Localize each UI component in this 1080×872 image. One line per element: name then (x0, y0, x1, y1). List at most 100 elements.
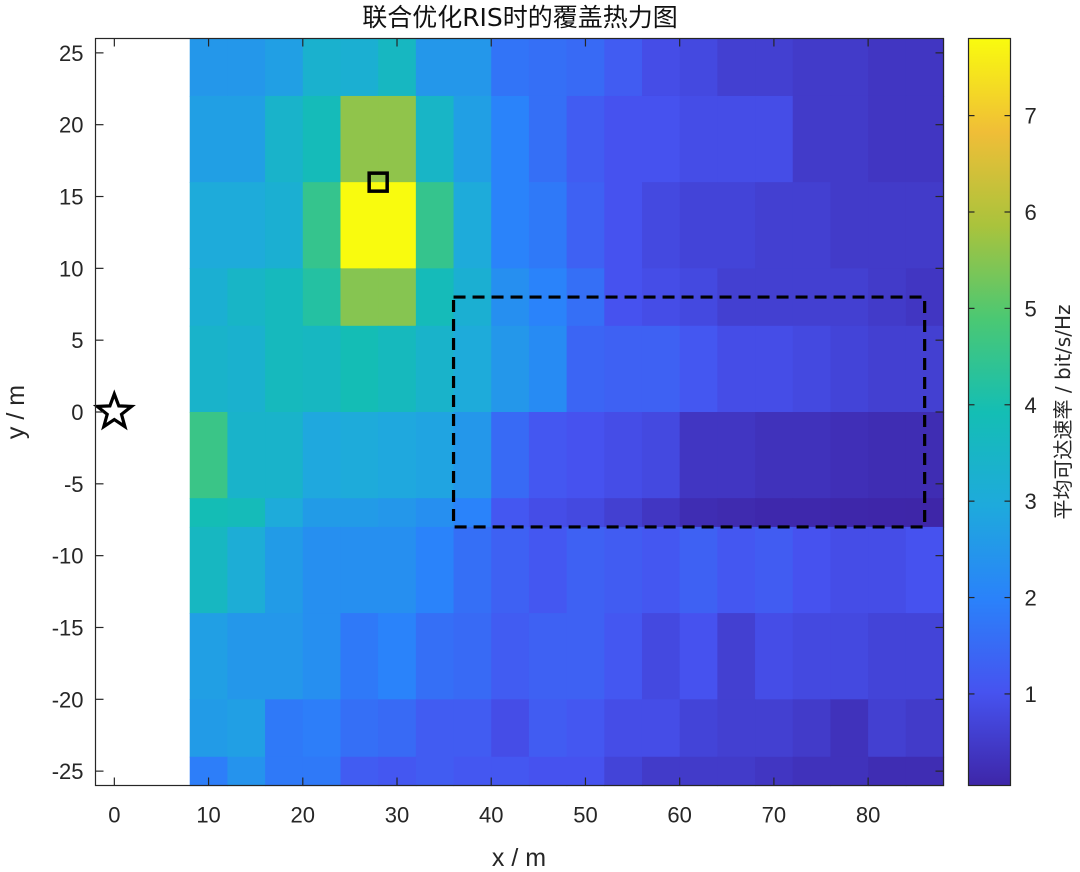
heatmap-cell (830, 613, 869, 700)
heatmap-cell (453, 613, 492, 700)
heatmap-cell (227, 412, 266, 499)
heatmap-cell (868, 95, 907, 183)
heatmap-cell (679, 325, 718, 413)
heatmap-cell (641, 38, 681, 97)
heatmap-cell (415, 95, 455, 183)
heatmap-cell (302, 95, 342, 183)
heatmap-cell (641, 182, 681, 269)
heatmap-cell (566, 182, 605, 269)
x-tick-label: 10 (196, 803, 220, 828)
heatmap-cell (302, 325, 342, 413)
heatmap-cell (755, 325, 794, 413)
heatmap-cell (189, 498, 229, 528)
heatmap-cell (453, 182, 492, 269)
heatmap-cell (265, 498, 304, 528)
heatmap-cell (340, 412, 379, 499)
heatmap-cell (453, 756, 492, 787)
chart-title: 联合优化RIS时的覆盖热力图 (362, 3, 678, 32)
heatmap-cell (415, 699, 455, 758)
x-axis-ticks: 0 10 20 30 40 50 60 70 80 (108, 38, 880, 828)
heatmap-cell (227, 526, 266, 614)
heatmap-cell (378, 613, 417, 700)
heatmap-cell (528, 182, 568, 269)
heatmap-cell (604, 412, 643, 499)
heatmap-cell (189, 38, 229, 97)
heatmap-cell (679, 699, 718, 758)
heatmap-cell (378, 325, 417, 413)
heatmap-cell (905, 38, 945, 97)
x-tick-label: 20 (291, 803, 315, 828)
heatmap-cell (604, 699, 643, 758)
heatmap-cell (868, 699, 907, 758)
heatmap-cell (265, 268, 304, 327)
heatmap-cell (415, 38, 455, 97)
heatmap-cell (830, 756, 869, 787)
heatmap-cell (679, 182, 718, 269)
heatmap-cell (792, 498, 832, 528)
heatmap-cell (830, 95, 869, 183)
heatmap-cell (340, 95, 379, 183)
x-tick-label: 60 (667, 803, 691, 828)
heatmap-cell (868, 526, 907, 614)
heatmap-cell (717, 38, 756, 97)
heatmap-cell (415, 526, 455, 614)
heatmap-cell (641, 526, 681, 614)
heatmap-cell (340, 756, 379, 787)
y-axis-ticks: 25 20 15 10 5 0 -5 -10 -15 -20 -25 (52, 41, 944, 784)
heatmap-cell (868, 182, 907, 269)
heatmap-cell (566, 412, 605, 499)
heatmap-cell (302, 498, 342, 528)
y-tick-label: -25 (52, 759, 84, 784)
heatmap-cell (755, 38, 794, 97)
heatmap-cell (378, 526, 417, 614)
heatmap-cell (679, 412, 718, 499)
heatmap-cell (302, 699, 342, 758)
heatmap-cell (641, 325, 681, 413)
base-station-star-icon (92, 389, 136, 431)
heatmap-cell (189, 699, 229, 758)
heatmap-cell (227, 268, 266, 327)
heatmap-cell (641, 498, 681, 528)
heatmap-cell (717, 325, 756, 413)
heatmap-cell (868, 498, 907, 528)
heatmap-cell (830, 526, 869, 614)
heatmap-cell (491, 38, 530, 97)
heatmap-cell (528, 498, 568, 528)
colorbar-tick-label: 6 (1025, 200, 1037, 225)
heatmap-cell (265, 756, 304, 787)
heatmap-cell (641, 95, 681, 183)
heatmap-cell (340, 699, 379, 758)
heatmap-cell (415, 268, 455, 327)
heatmap-cell (528, 412, 568, 499)
heatmap-cell (566, 613, 605, 700)
heatmap-cell (265, 412, 304, 499)
heatmap-cell (528, 699, 568, 758)
heatmap-cell (679, 526, 718, 614)
heatmap-cell (755, 699, 794, 758)
heatmap-cell (302, 268, 342, 327)
heatmap-cells (189, 38, 945, 787)
y-tick-label: 15 (59, 185, 83, 210)
heatmap-cell (491, 325, 530, 413)
heatmap-cell (792, 699, 832, 758)
heatmap-cell (227, 699, 266, 758)
heatmap-cell (604, 182, 643, 269)
y-tick-label: 20 (59, 113, 83, 138)
heatmap-cell (792, 38, 832, 97)
heatmap-cell (528, 325, 568, 413)
heatmap-cell (189, 268, 229, 327)
colorbar-label: 平均可达速率 / bit/s/Hz (1051, 305, 1075, 520)
heatmap-cell (227, 182, 266, 269)
heatmap-cell (717, 182, 756, 269)
heatmap-cell (302, 613, 342, 700)
heatmap-cell (453, 498, 492, 528)
heatmap-cell (905, 699, 945, 758)
heatmap-cell (415, 498, 455, 528)
heatmap-cell (227, 95, 266, 183)
heatmap-cell (830, 182, 869, 269)
overlay-markers (92, 171, 927, 529)
heatmap-cell (868, 412, 907, 499)
heatmap-cell (189, 412, 229, 499)
heatmap-cell (189, 325, 229, 413)
heatmap-cell (189, 526, 229, 614)
